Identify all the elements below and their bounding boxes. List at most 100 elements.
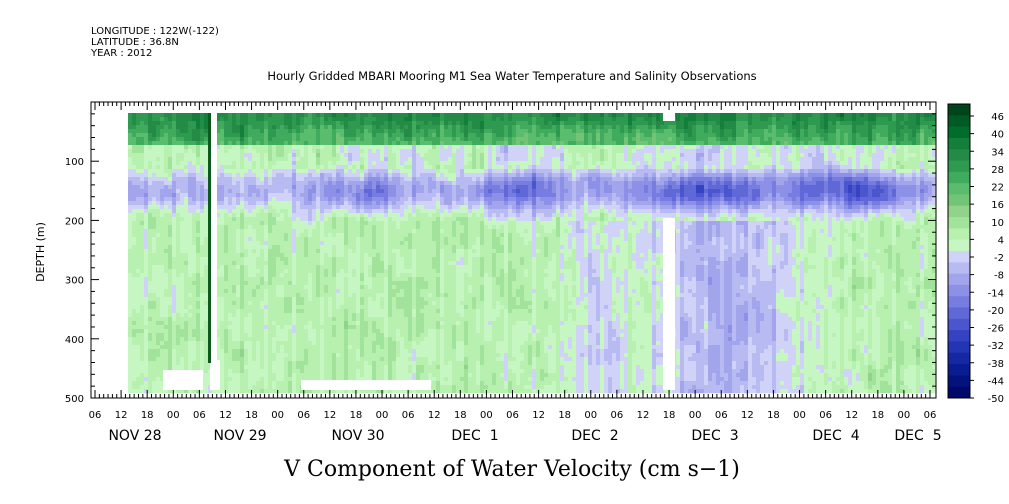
- heatmap-cell: [392, 125, 397, 130]
- heatmap-cell: [256, 381, 261, 386]
- heatmap-cell: [324, 373, 329, 378]
- heatmap-cell: [396, 317, 401, 322]
- heatmap-cell: [312, 225, 317, 230]
- heatmap-cell: [356, 357, 361, 362]
- heatmap-cell: [228, 205, 233, 210]
- heatmap-cell: [296, 337, 301, 342]
- heatmap-cell: [296, 205, 301, 210]
- heatmap-cell: [308, 321, 313, 326]
- heatmap-cell: [160, 281, 165, 286]
- heatmap-cell: [144, 201, 149, 206]
- heatmap-cell: [352, 353, 357, 358]
- heatmap-cell: [132, 329, 137, 334]
- heatmap-cell: [364, 201, 369, 206]
- heatmap-cell: [196, 217, 201, 222]
- heatmap-cell: [268, 277, 273, 282]
- heatmap-cell: [376, 209, 381, 214]
- heatmap-cell: [288, 205, 293, 210]
- heatmap-cell: [320, 137, 325, 142]
- heatmap-cell: [276, 361, 281, 366]
- heatmap-cell: [136, 305, 141, 310]
- heatmap-cell: [304, 165, 309, 170]
- heatmap-cell: [344, 293, 349, 298]
- heatmap-cell: [224, 245, 229, 250]
- heatmap-cell: [164, 269, 169, 274]
- heatmap-cell: [320, 193, 325, 198]
- heatmap-cell: [280, 309, 285, 314]
- heatmap-cell: [344, 297, 349, 302]
- heatmap-cell: [408, 325, 413, 330]
- heatmap-cell: [284, 301, 289, 306]
- heatmap-cell: [148, 149, 153, 154]
- heatmap-cell: [200, 185, 205, 190]
- heatmap-cell: [260, 385, 265, 390]
- heatmap-cell: [136, 117, 141, 122]
- heatmap-cell: [216, 353, 221, 358]
- heatmap-cell: [192, 153, 197, 158]
- heatmap-cell: [328, 161, 333, 166]
- heatmap-cell: [132, 133, 137, 138]
- heatmap-cell: [304, 265, 309, 270]
- heatmap-cell: [224, 309, 229, 314]
- heatmap-cell: [364, 333, 369, 338]
- heatmap-cell: [176, 165, 181, 170]
- heatmap-cell: [220, 361, 225, 366]
- chart-title: Hourly Gridded MBARI Mooring M1 Sea Wate…: [267, 69, 756, 83]
- heatmap-cell: [136, 321, 141, 326]
- heatmap-cell: [372, 297, 377, 302]
- heatmap-cell: [168, 341, 173, 346]
- heatmap-cell: [328, 357, 333, 362]
- heatmap-cell: [272, 237, 277, 242]
- heatmap-cell: [412, 125, 417, 130]
- heatmap-cell: [328, 129, 333, 134]
- heatmap-cell: [284, 341, 289, 346]
- heatmap-cell: [204, 149, 209, 154]
- heatmap-cell: [140, 185, 145, 190]
- heatmap-cell: [324, 233, 329, 238]
- heatmap-cell: [172, 153, 177, 158]
- heatmap-cell: [148, 249, 153, 254]
- heatmap-cell: [236, 149, 241, 154]
- heatmap-cell: [340, 189, 345, 194]
- heatmap-cell: [272, 161, 277, 166]
- heatmap-cell: [144, 297, 149, 302]
- heatmap-cell: [360, 229, 365, 234]
- heatmap-cell: [320, 185, 325, 190]
- heatmap-cell: [236, 161, 241, 166]
- heatmap-cell: [404, 261, 409, 266]
- heatmap-cell: [136, 289, 141, 294]
- heatmap-cell: [244, 301, 249, 306]
- heatmap-cell: [272, 141, 277, 146]
- heatmap-cell: [368, 217, 373, 222]
- heatmap-cell: [252, 157, 257, 162]
- heatmap-cell: [236, 305, 241, 310]
- heatmap-cell: [352, 361, 357, 366]
- heatmap-cell: [356, 141, 361, 146]
- heatmap-cell: [312, 281, 317, 286]
- heatmap-cell: [368, 229, 373, 234]
- heatmap-cell: [252, 345, 257, 350]
- heatmap-cell: [160, 233, 165, 238]
- heatmap-cell: [316, 329, 321, 334]
- heatmap-cell: [200, 389, 205, 394]
- heatmap-cell: [260, 357, 265, 362]
- heatmap-cell: [200, 253, 205, 258]
- heatmap-cell: [400, 201, 405, 206]
- heatmap-cell: [392, 117, 397, 122]
- heatmap-cell: [172, 317, 177, 322]
- heatmap-cell: [316, 225, 321, 230]
- heatmap-cell: [268, 189, 273, 194]
- heatmap-cell: [232, 217, 237, 222]
- heatmap-cell: [184, 169, 189, 174]
- heatmap-cell: [132, 265, 137, 270]
- heatmap-cell: [256, 245, 261, 250]
- heatmap-cell: [348, 341, 353, 346]
- heatmap-cell: [152, 313, 157, 318]
- heatmap-cell: [228, 381, 233, 386]
- heatmap-cell: [200, 237, 205, 242]
- heatmap-cell: [288, 221, 293, 226]
- heatmap-cell: [228, 321, 233, 326]
- heatmap-cell: [172, 341, 177, 346]
- heatmap-cell: [292, 165, 297, 170]
- heatmap-cell: [212, 389, 217, 394]
